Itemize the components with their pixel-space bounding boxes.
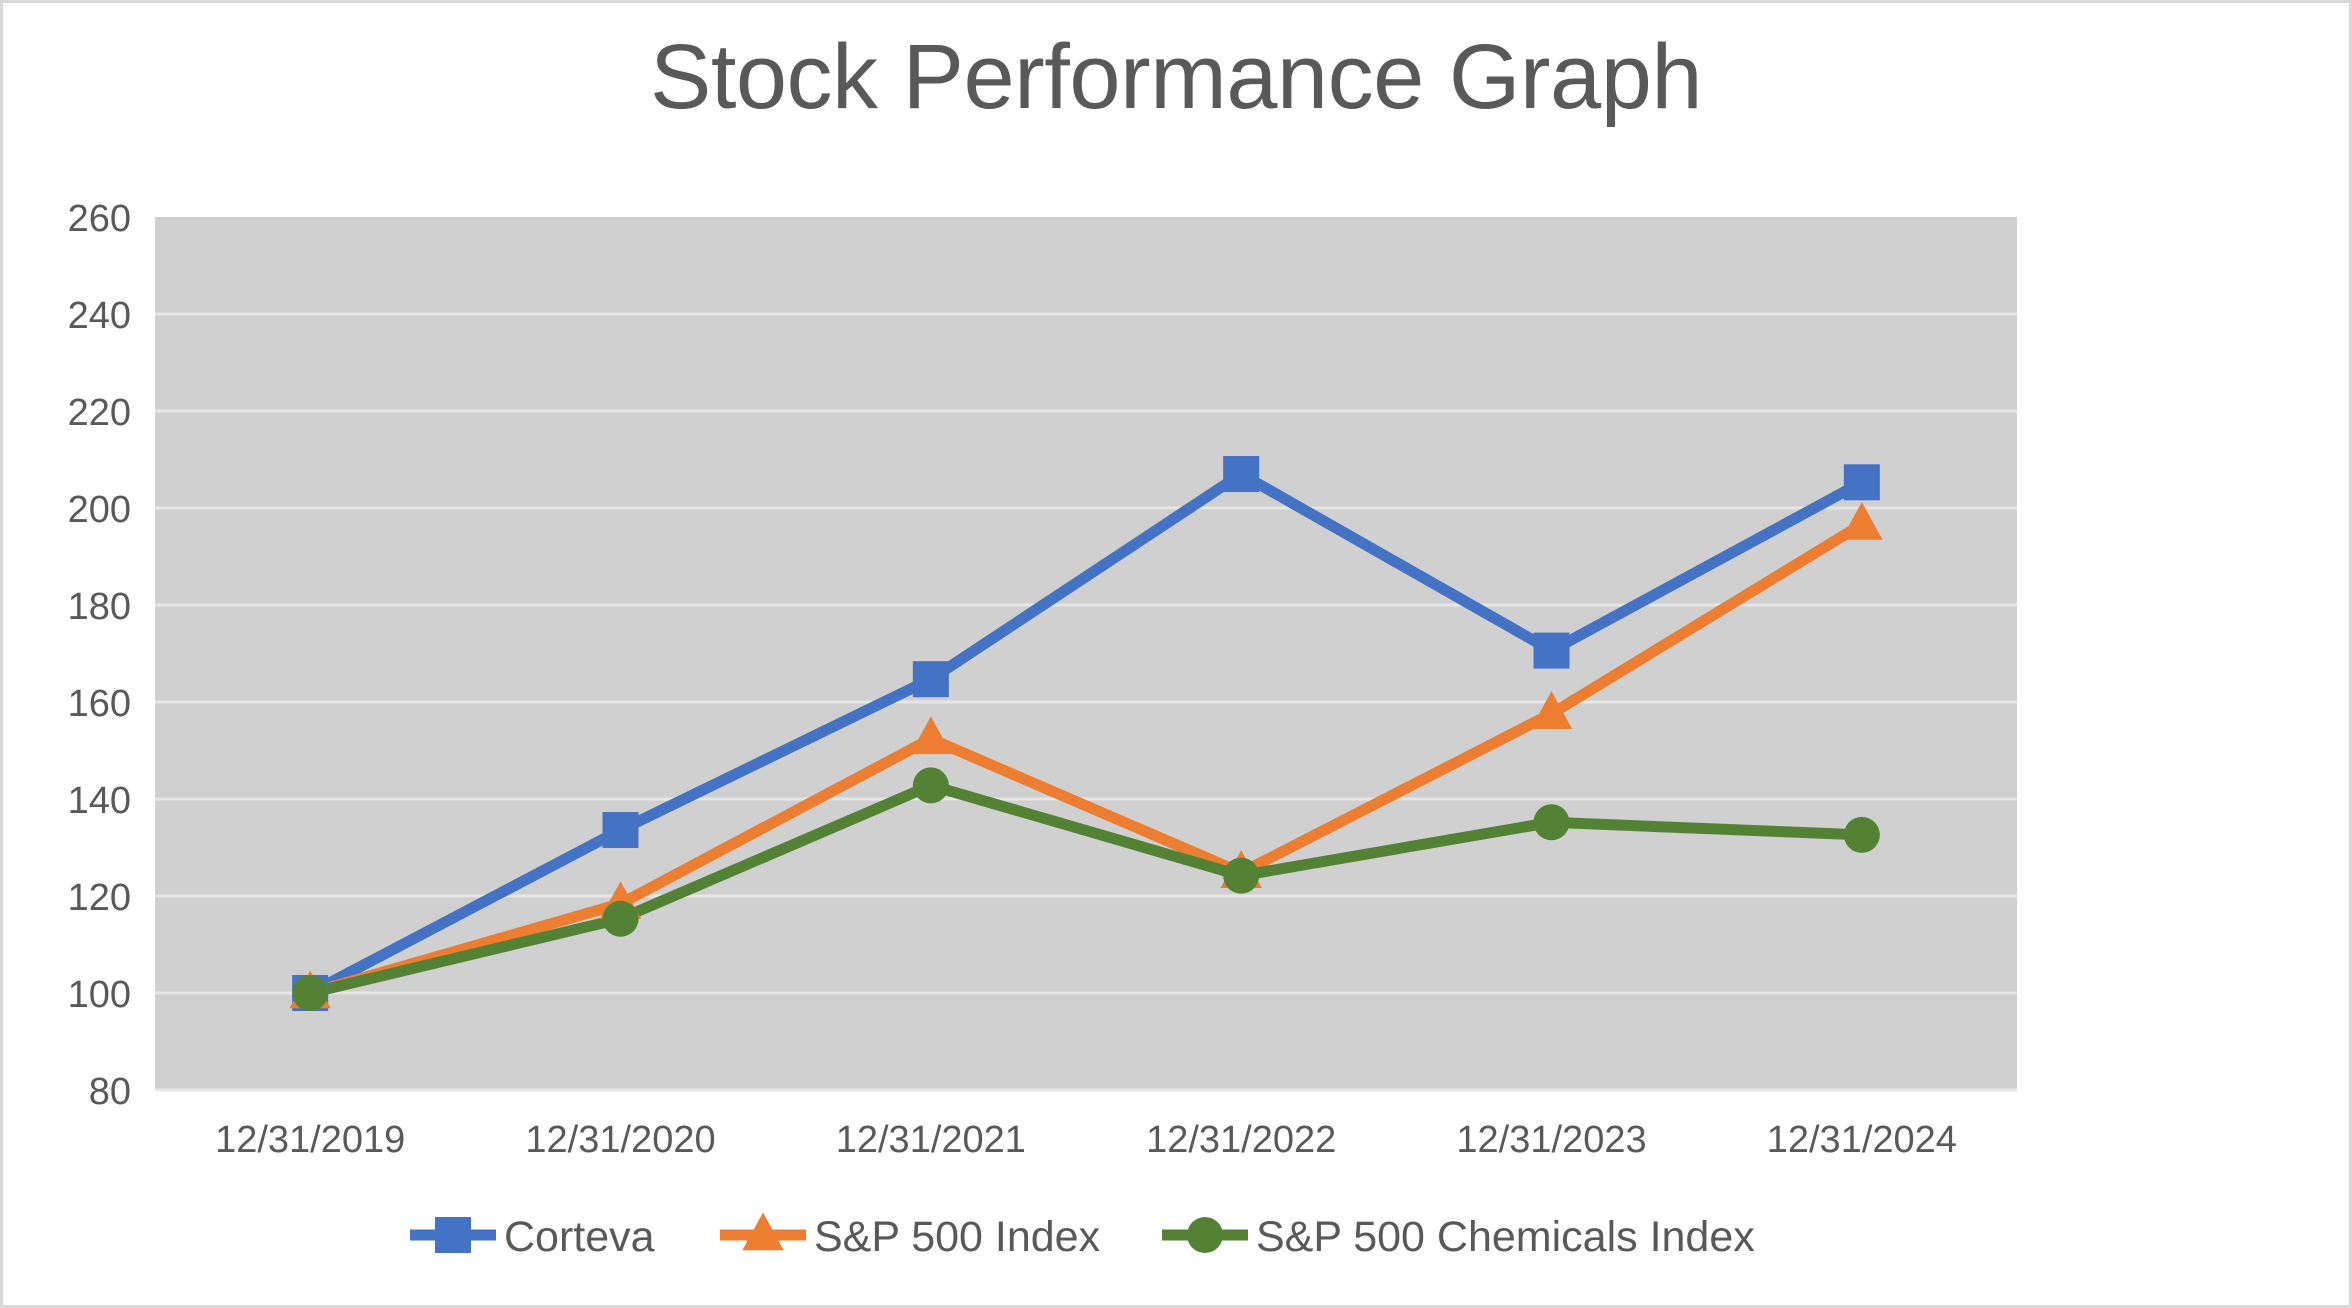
legend-item[interactable]: S&P 500 Chemicals Index xyxy=(1162,1213,1755,1261)
y-axis-tick-label: 240 xyxy=(68,295,131,337)
chart-plot-area-wrapper: 260 240 220 200 180 160 140 120 100 80 12/31/2019… xyxy=(3,3,2349,1305)
circle-marker xyxy=(602,900,639,937)
chart-title: Stock Performance Graph xyxy=(649,26,1703,128)
y-axis-tick-label: 100 xyxy=(68,974,131,1016)
y-axis-tick-labels: 260 240 220 200 180 160 140 120 100 80 xyxy=(68,198,131,1113)
y-axis-tick-label: 200 xyxy=(68,489,131,531)
triangle-marker xyxy=(1530,691,1573,729)
series-line xyxy=(307,467,1865,998)
series-markers-group xyxy=(289,456,1883,1011)
y-axis-tick-label: 80 xyxy=(89,1071,131,1113)
square-marker xyxy=(435,1217,471,1253)
triangle-marker xyxy=(742,1212,784,1251)
legend-item[interactable]: Corteva xyxy=(410,1213,655,1261)
x-axis-tick-label: 12/31/2023 xyxy=(1456,1119,1646,1161)
circle-marker xyxy=(1533,804,1570,841)
x-axis-tick-label: 12/31/2021 xyxy=(836,1119,1026,1161)
series-lines-group xyxy=(307,467,1865,999)
legend-label: S&P 500 Index xyxy=(814,1213,1101,1261)
circle-marker xyxy=(1223,857,1260,894)
y-axis-tick-label: 220 xyxy=(68,392,131,434)
triangle-marker xyxy=(910,716,952,755)
circle-marker xyxy=(292,975,329,1011)
chart-legend: Corteva S&P 500 Index S&P 500 Chemicals In… xyxy=(410,1212,1755,1262)
x-axis-tick-label: 12/31/2024 xyxy=(1767,1119,1957,1161)
circle-marker xyxy=(1187,1217,1223,1253)
y-axis-tick-label: 180 xyxy=(68,586,131,628)
chart-svg: 260 240 220 200 180 160 140 120 100 80 12/31/2019… xyxy=(68,198,2017,1262)
square-marker xyxy=(1533,632,1570,669)
y-axis-tick-label: 120 xyxy=(68,877,131,919)
square-marker xyxy=(1223,456,1260,493)
x-axis-tick-label: 12/31/2019 xyxy=(215,1119,405,1161)
y-axis-tick-label: 160 xyxy=(68,683,131,725)
circle-marker xyxy=(912,767,949,804)
triangle-marker xyxy=(1841,501,1883,540)
legend-item[interactable]: S&P 500 Index xyxy=(720,1212,1101,1262)
y-axis-tick-label: 140 xyxy=(68,780,131,822)
x-axis-tick-label: 12/31/2020 xyxy=(525,1119,715,1161)
x-axis-tick-label: 12/31/2022 xyxy=(1146,1119,1336,1161)
series-line xyxy=(308,519,1865,999)
series-line xyxy=(308,779,1863,999)
legend-label: Corteva xyxy=(504,1213,655,1261)
square-marker xyxy=(1843,464,1880,501)
legend-label: S&P 500 Chemicals Index xyxy=(1256,1213,1755,1261)
square-marker xyxy=(602,812,639,849)
gridlines-group xyxy=(155,312,2017,1092)
y-axis-tick-label: 260 xyxy=(68,198,131,240)
circle-marker xyxy=(1843,816,1880,853)
x-axis-tick-labels: 12/31/2019 12/31/2020 12/31/2021 12/31/2022… xyxy=(215,1119,1957,1161)
square-marker xyxy=(912,661,949,698)
